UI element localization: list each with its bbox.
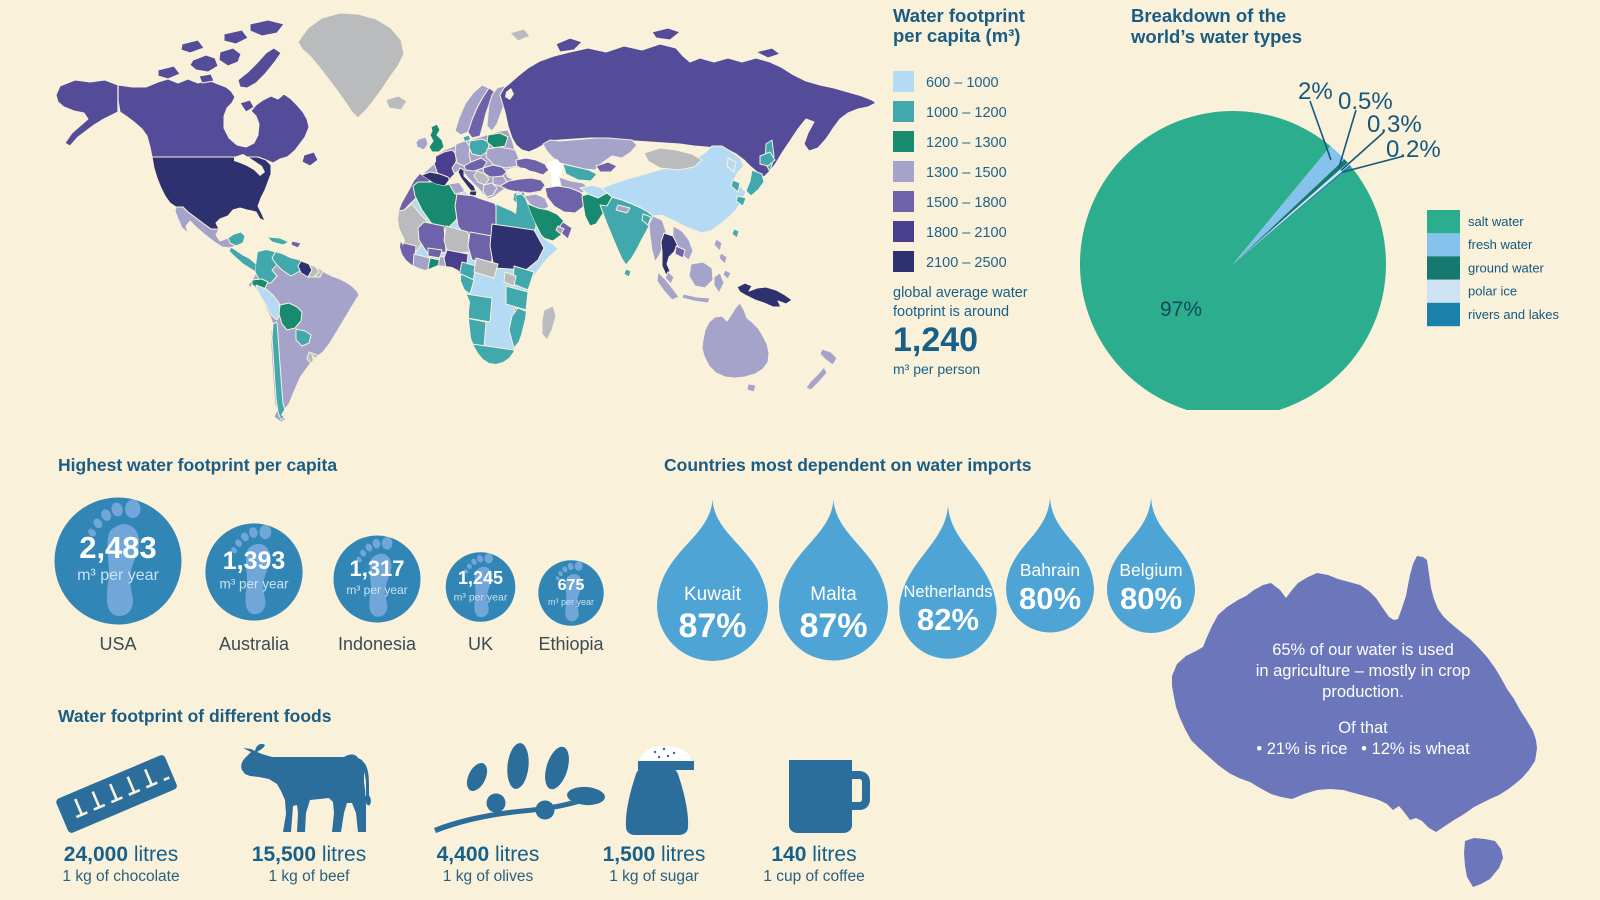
svg-text:m³ per year: m³ per year (346, 583, 407, 597)
svg-text:600 – 1000: 600 – 1000 (926, 75, 999, 91)
svg-text:0.5%: 0.5% (1338, 88, 1393, 115)
svg-text:ground water: ground water (1468, 260, 1545, 275)
svg-text:Netherlands: Netherlands (904, 583, 993, 601)
svg-text:2%: 2% (1298, 78, 1333, 105)
svg-text:87%: 87% (678, 607, 746, 645)
svg-text:fresh water: fresh water (1468, 237, 1533, 252)
svg-text:salt water: salt water (1468, 214, 1524, 229)
svg-text:m³ per year: m³ per year (454, 592, 508, 604)
svg-text:675: 675 (558, 577, 585, 594)
svg-text:1,245: 1,245 (458, 568, 503, 588)
svg-text:Kuwait: Kuwait (684, 584, 742, 605)
svg-text:1,317: 1,317 (349, 556, 404, 581)
svg-text:80%: 80% (1019, 581, 1081, 616)
svg-text:Bahrain: Bahrain (1020, 560, 1080, 580)
svg-text:Belgium: Belgium (1119, 560, 1182, 580)
svg-text:82%: 82% (917, 602, 979, 637)
svg-text:Malta: Malta (810, 584, 857, 605)
svg-text:1800 – 2100: 1800 – 2100 (926, 225, 1007, 241)
svg-text:1,393: 1,393 (223, 547, 286, 575)
svg-text:1300 – 1500: 1300 – 1500 (926, 165, 1007, 181)
svg-text:1200 – 1300: 1200 – 1300 (926, 135, 1007, 151)
svg-text:m³ per year: m³ per year (77, 567, 159, 584)
svg-text:m³ per year: m³ per year (219, 577, 289, 592)
svg-text:2100 – 2500: 2100 – 2500 (926, 255, 1007, 271)
svg-text:2,483: 2,483 (79, 530, 157, 565)
svg-text:m³ per year: m³ per year (548, 597, 594, 607)
svg-text:87%: 87% (799, 607, 867, 645)
svg-text:1000 – 1200: 1000 – 1200 (926, 105, 1007, 121)
svg-text:rivers and lakes: rivers and lakes (1468, 307, 1560, 322)
svg-text:polar ice: polar ice (1468, 284, 1517, 299)
svg-text:0.3%: 0.3% (1367, 111, 1422, 138)
svg-text:0.2%: 0.2% (1386, 136, 1441, 163)
svg-text:80%: 80% (1120, 581, 1182, 616)
svg-text:1500 – 1800: 1500 – 1800 (926, 195, 1007, 211)
svg-text:97%: 97% (1160, 298, 1202, 321)
